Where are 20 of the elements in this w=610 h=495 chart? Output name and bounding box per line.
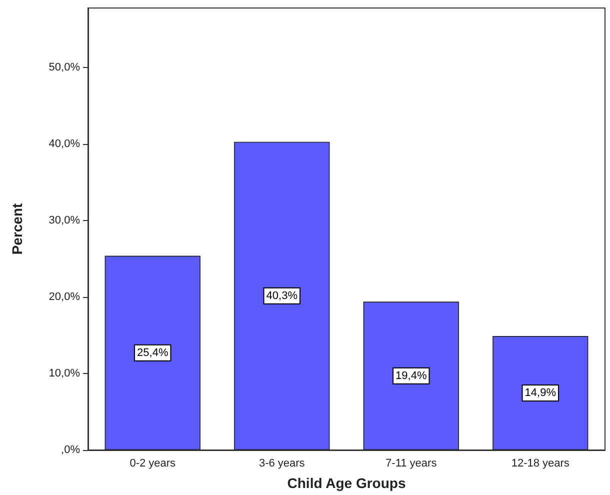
x-tick-label: 12-18 years: [511, 458, 570, 470]
data-label: 19,4%: [396, 370, 427, 382]
y-tick-label: 30,0%: [48, 214, 80, 227]
y-tick-label: 10,0%: [48, 368, 80, 380]
y-tick-label: 20,0%: [48, 291, 80, 304]
y-axis-title: Percent: [9, 202, 25, 255]
x-tick-label: 3-6 years: [258, 458, 306, 470]
bar: [234, 142, 330, 450]
bar: [104, 256, 200, 450]
bar: [492, 336, 588, 450]
data-label: 25,4%: [137, 346, 168, 359]
x-tick-label: 7-11 years: [386, 458, 438, 470]
y-tick-label: 40,0%: [48, 138, 80, 150]
y-tick-label: ,0%: [61, 444, 80, 456]
data-label: 40,3%: [266, 290, 298, 302]
y-tick-label: 50,0%: [48, 62, 80, 74]
x-tick-label: 0-2 years: [130, 458, 176, 470]
x-axis-title: Child Age Groups: [287, 475, 406, 491]
data-label: 14,9%: [524, 387, 556, 400]
bar: [363, 302, 459, 450]
